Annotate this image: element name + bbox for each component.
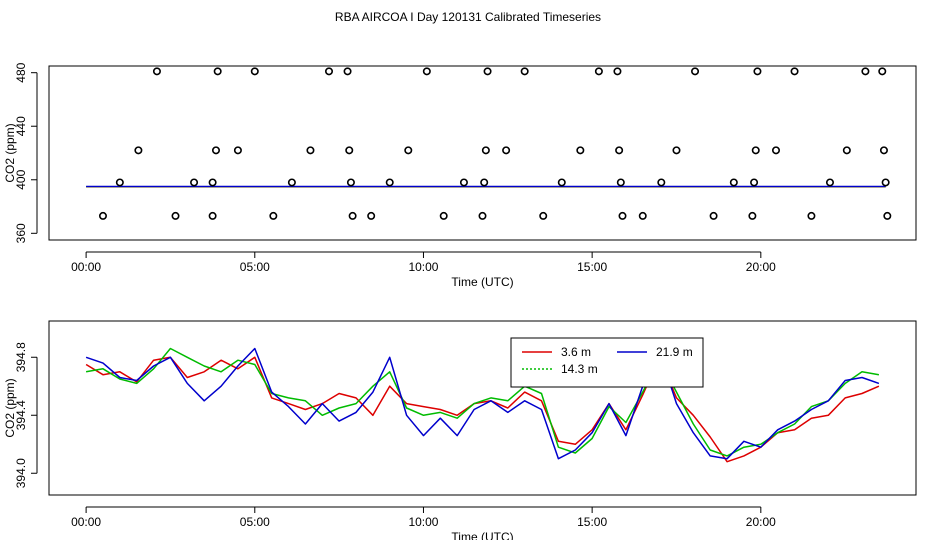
y-tick-label: 394.8 bbox=[14, 342, 28, 372]
outlier-point bbox=[269, 211, 278, 220]
outlier-point bbox=[691, 67, 700, 76]
outlier-point bbox=[638, 211, 647, 220]
outlier-point bbox=[807, 211, 816, 220]
series-line-2 bbox=[85, 347, 880, 460]
outlier-point bbox=[152, 67, 161, 76]
outlier-point bbox=[539, 211, 548, 220]
outlier-point bbox=[709, 211, 718, 220]
outlier-point bbox=[208, 178, 217, 187]
legend-label: 14.3 m bbox=[561, 362, 598, 376]
x-tick-label: 05:00 bbox=[240, 515, 270, 529]
outlier-point bbox=[878, 67, 887, 76]
chart-title: RBA AIRCOA I Day 120131 Calibrated Times… bbox=[335, 10, 601, 24]
x-tick-label: 20:00 bbox=[746, 260, 776, 274]
outlier-point bbox=[385, 178, 394, 187]
y-tick-label: 394.4 bbox=[14, 400, 28, 430]
legend-label: 3.6 m bbox=[561, 345, 591, 359]
outlier-point bbox=[213, 67, 222, 76]
outlier-point bbox=[750, 178, 759, 187]
plot-frame bbox=[48, 320, 917, 496]
outlier-point bbox=[250, 67, 259, 76]
outlier-point bbox=[115, 178, 124, 187]
outlier-point bbox=[439, 211, 448, 220]
outlier-point bbox=[480, 178, 489, 187]
legend: 3.6 m 14.3 m 21.9 m bbox=[510, 337, 704, 388]
outlier-point bbox=[672, 146, 681, 155]
outlier-point bbox=[751, 146, 760, 155]
outlier-point bbox=[343, 67, 352, 76]
y-axis-label: CO2 (ppm) bbox=[3, 378, 17, 437]
x-tick-label: 20:00 bbox=[746, 515, 776, 529]
x-tick-label: 10:00 bbox=[408, 260, 438, 274]
outlier-point bbox=[557, 178, 566, 187]
outlier-point bbox=[478, 211, 487, 220]
outlier-point bbox=[502, 146, 511, 155]
outlier-point bbox=[325, 67, 334, 76]
outlier-point bbox=[306, 146, 315, 155]
outlier-point bbox=[657, 178, 666, 187]
x-tick-label: 10:00 bbox=[408, 515, 438, 529]
y-tick-label: 360 bbox=[14, 223, 28, 243]
outlier-point bbox=[459, 178, 468, 187]
outlier-point bbox=[345, 146, 354, 155]
outlier-point bbox=[404, 146, 413, 155]
x-axis: 00:00 05:00 10:00 15:00 20:00 Time (UTC) bbox=[71, 506, 776, 540]
outlier-point bbox=[594, 67, 603, 76]
outlier-point bbox=[615, 146, 624, 155]
outlier-point bbox=[233, 146, 242, 155]
outlier-point bbox=[422, 67, 431, 76]
y-tick-label: 440 bbox=[14, 116, 28, 136]
outlier-point bbox=[842, 146, 851, 155]
y-axis: 360 400 440 480 CO2 (ppm) bbox=[3, 62, 38, 243]
outlier-point bbox=[748, 211, 757, 220]
y-axis-label: CO2 (ppm) bbox=[3, 123, 17, 182]
outlier-point bbox=[883, 211, 892, 220]
outlier-point bbox=[190, 178, 199, 187]
x-tick-label: 15:00 bbox=[577, 260, 607, 274]
y-axis: 394.0 394.4 394.8 CO2 (ppm) bbox=[3, 342, 38, 488]
series-line-1 bbox=[85, 347, 880, 457]
outlier-point bbox=[576, 146, 585, 155]
outlier-point bbox=[211, 146, 220, 155]
x-tick-label: 00:00 bbox=[71, 260, 101, 274]
plot-frame bbox=[48, 65, 917, 241]
outlier-point bbox=[881, 178, 890, 187]
outlier-point bbox=[618, 211, 627, 220]
outlier-point bbox=[520, 67, 529, 76]
outlier-point bbox=[729, 178, 738, 187]
top-panel: 00:00 05:00 10:00 15:00 20:00 Time (UTC) 360 40… bbox=[3, 62, 917, 289]
outlier-point bbox=[753, 67, 762, 76]
outlier-point bbox=[346, 178, 355, 187]
legend-box bbox=[510, 337, 704, 388]
outlier-point bbox=[348, 211, 357, 220]
x-axis-label: Time (UTC) bbox=[451, 275, 513, 289]
y-tick-label: 394.0 bbox=[14, 458, 28, 488]
x-tick-label: 00:00 bbox=[71, 515, 101, 529]
outlier-point bbox=[481, 146, 490, 155]
outlier-point bbox=[483, 67, 492, 76]
outlier-point bbox=[879, 146, 888, 155]
outlier-point bbox=[287, 178, 296, 187]
bottom-panel: 00:00 05:00 10:00 15:00 20:00 Time (UTC) 394.0… bbox=[3, 320, 917, 540]
x-axis: 00:00 05:00 10:00 15:00 20:00 Time (UTC) bbox=[71, 251, 776, 289]
y-tick-label: 400 bbox=[14, 169, 28, 189]
outlier-point bbox=[861, 67, 870, 76]
outlier-point bbox=[771, 146, 780, 155]
x-axis-label: Time (UTC) bbox=[451, 530, 513, 540]
x-tick-label: 15:00 bbox=[577, 515, 607, 529]
outlier-point bbox=[790, 67, 799, 76]
outlier-point bbox=[616, 178, 625, 187]
outlier-point bbox=[98, 211, 107, 220]
outlier-point bbox=[208, 211, 217, 220]
outlier-point bbox=[613, 67, 622, 76]
y-tick-label: 480 bbox=[14, 62, 28, 82]
outlier-point bbox=[367, 211, 376, 220]
outlier-point bbox=[171, 211, 180, 220]
x-tick-label: 05:00 bbox=[240, 260, 270, 274]
outlier-point bbox=[825, 178, 834, 187]
series-line-0 bbox=[85, 356, 880, 463]
outlier-point bbox=[134, 146, 143, 155]
legend-label: 21.9 m bbox=[656, 345, 693, 359]
